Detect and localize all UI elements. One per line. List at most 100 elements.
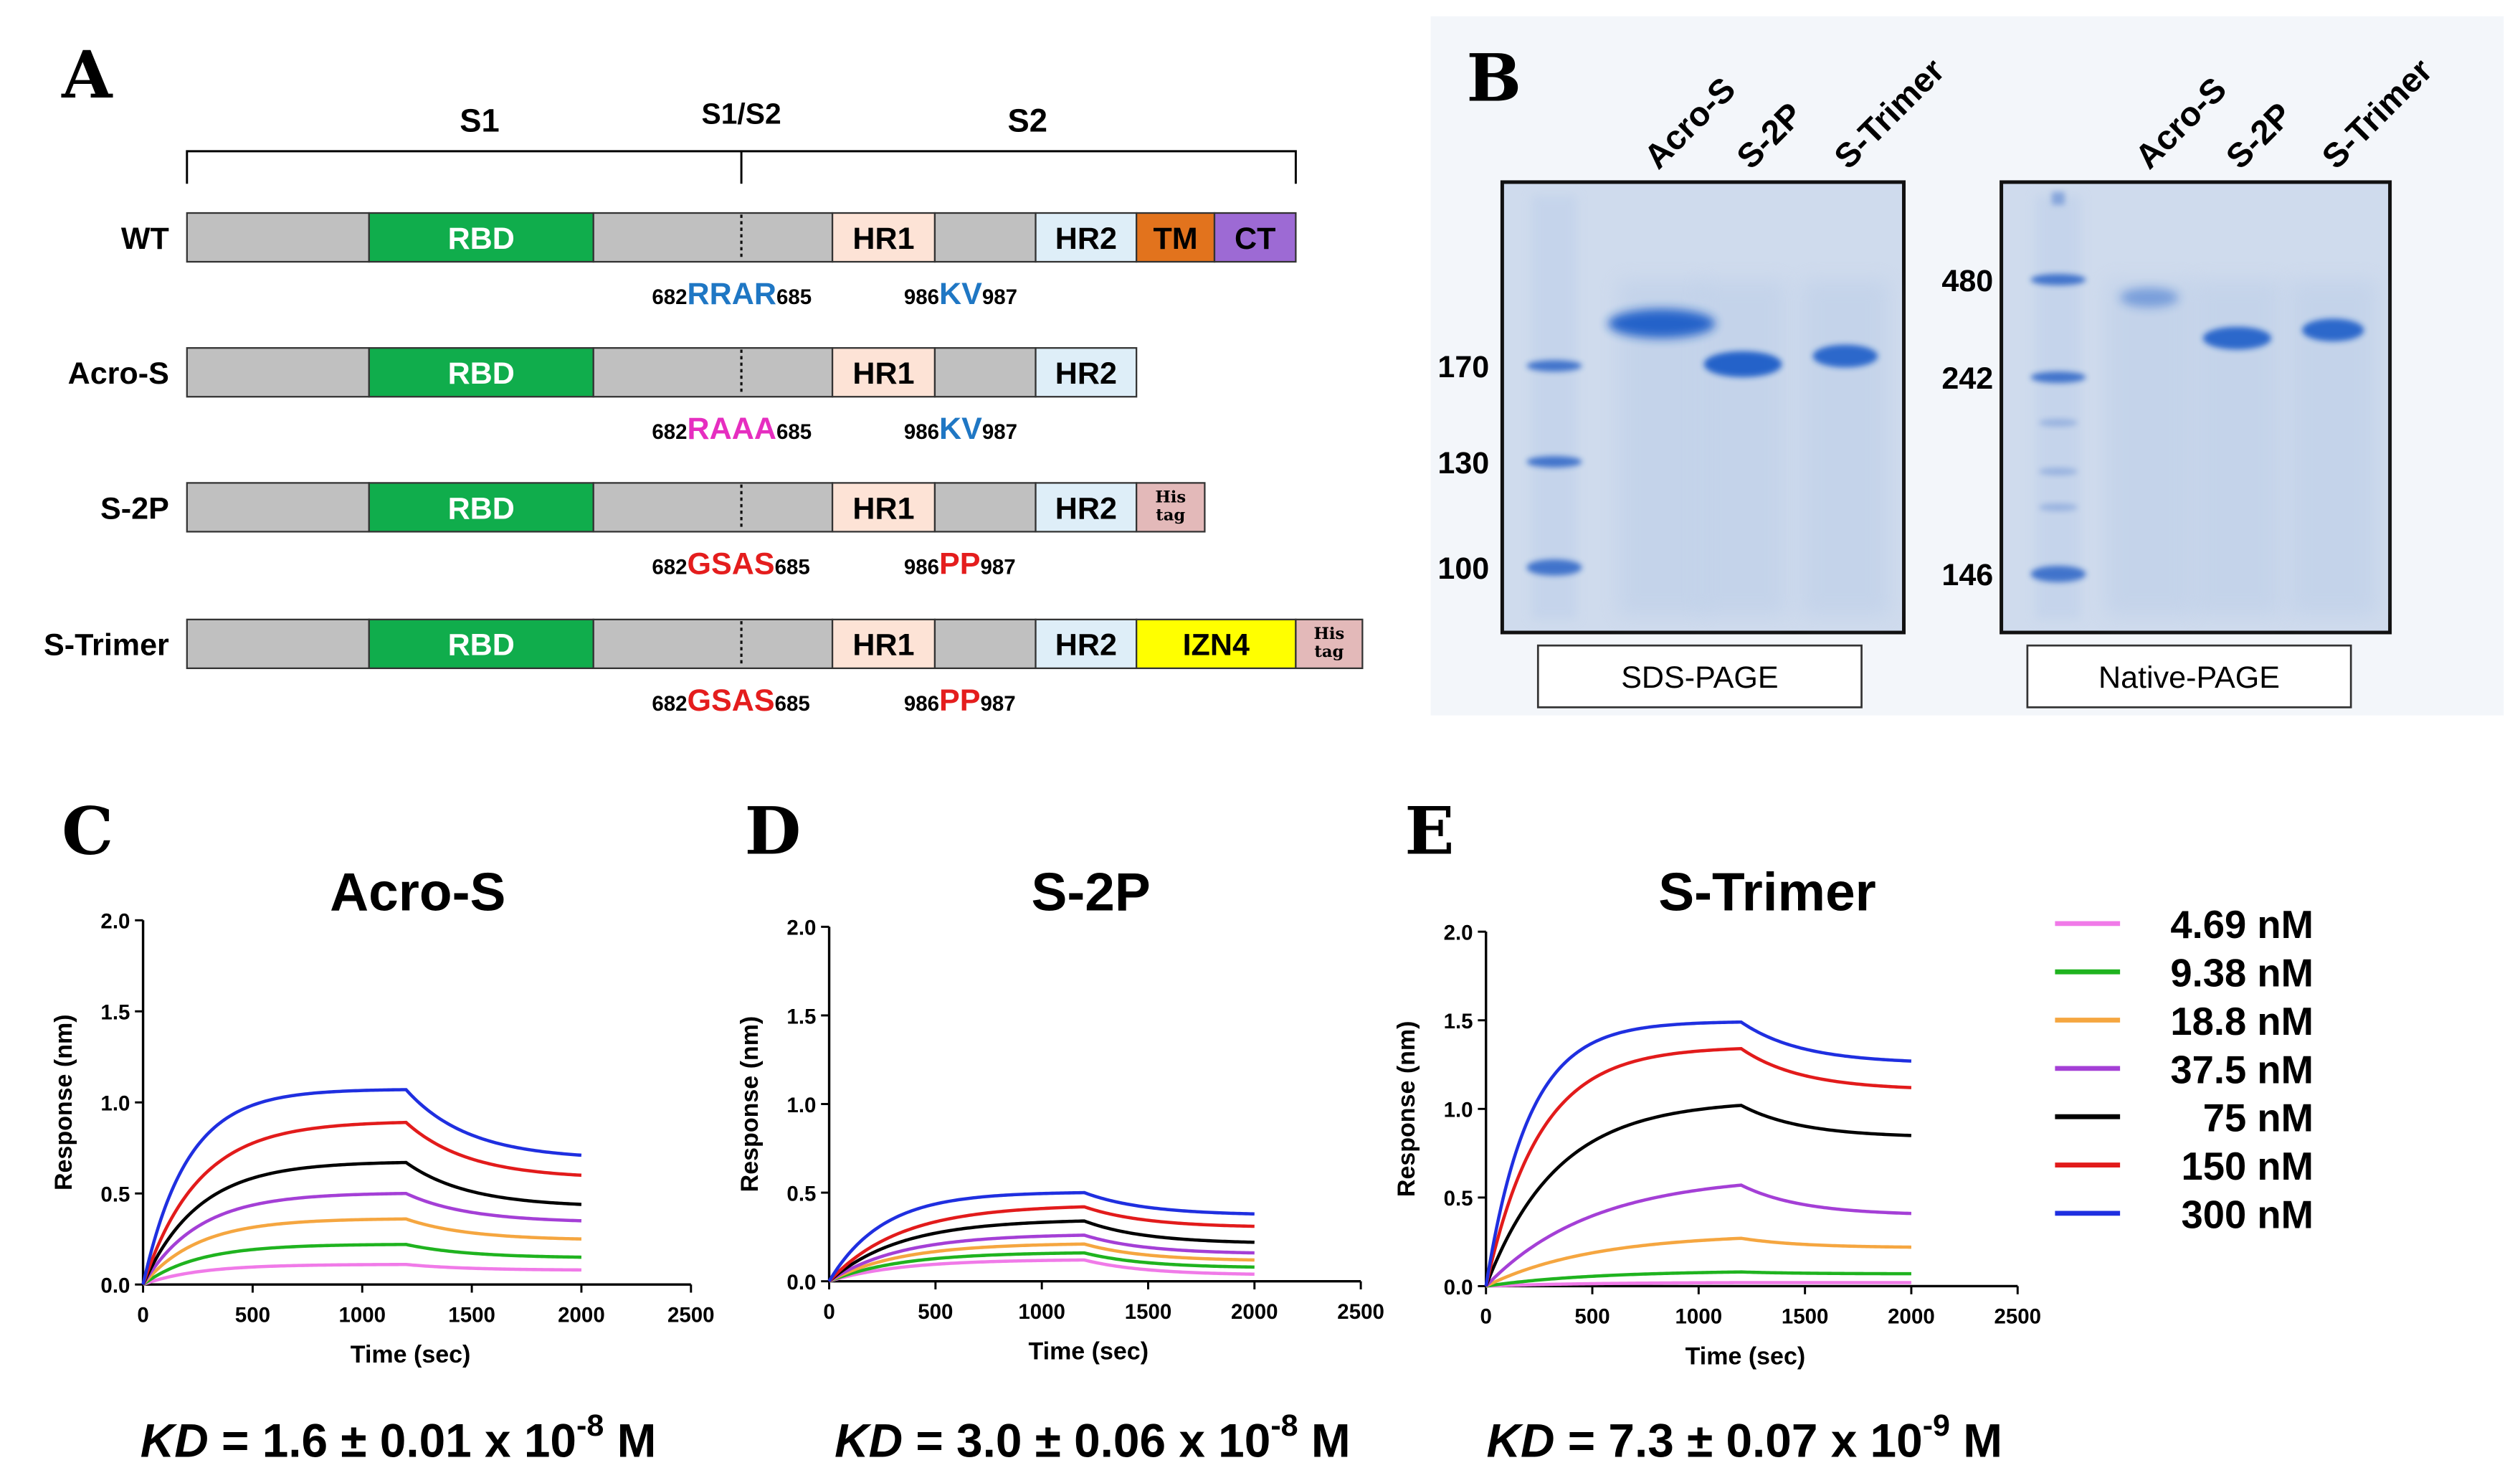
site-s1s2-sequence: 682GSAS685	[652, 683, 809, 718]
site-pre: 986	[904, 285, 939, 309]
series-line-4-69-nM	[828, 1258, 1255, 1283]
domain-box	[831, 618, 936, 670]
y-tick-label: 1.0	[1444, 1099, 1473, 1122]
y-axis-title: Response (nm)	[736, 1016, 764, 1193]
site-motif: PP	[939, 683, 980, 718]
y-tick-label: 2.0	[100, 910, 130, 934]
series-line-9-38-nM	[828, 1251, 1255, 1283]
site-pre: 682	[652, 285, 687, 309]
domain-label: HR1	[852, 491, 914, 526]
y-tick-label: 2.0	[1444, 922, 1473, 945]
kd-exponent: -8	[576, 1408, 604, 1443]
site-motif: KV	[939, 277, 982, 311]
his-tag-line-2: tag	[1314, 643, 1344, 661]
construct-name: Acro-S	[68, 356, 169, 391]
marker-label: 146	[1941, 558, 1993, 592]
marker-label: 100	[1437, 551, 1489, 586]
site-pre: 682	[652, 420, 687, 444]
site-motif: GSAS	[688, 683, 775, 718]
marker-faint-band	[2038, 503, 2078, 512]
site-post: 685	[776, 420, 812, 444]
legend-label: 9.38 nM	[2170, 952, 2314, 995]
series-line-9-38-nM	[142, 1243, 581, 1287]
series-line-300-nM	[1484, 1020, 1912, 1287]
kd-value: KD = 3.0 ± 0.06 x 10-8 M	[835, 1408, 1351, 1467]
site-pre: 682	[652, 555, 687, 579]
region-s1s2-label: S1/S2	[702, 97, 781, 130]
site-motif: RRAR	[688, 277, 776, 311]
x-tick-label: 0	[1480, 1305, 1492, 1329]
x-tick-label: 1500	[1125, 1300, 1172, 1324]
x-tick-label: 500	[1574, 1305, 1610, 1329]
marker-band	[1526, 559, 1582, 576]
kd-symbol: KD	[1487, 1414, 1555, 1467]
lane-smear	[1801, 279, 1890, 617]
series-line-9-38-nM	[1485, 1270, 1911, 1288]
domain-box	[368, 347, 594, 398]
series-line-18-8-nM	[828, 1242, 1255, 1283]
gel-caption-box	[1536, 644, 1863, 709]
site-s1s2-sequence: 682RAAA685	[652, 412, 812, 446]
x-tick-label: 2000	[1231, 1300, 1278, 1324]
y-tick-label: 0.5	[786, 1182, 816, 1205]
domain-box	[592, 618, 834, 670]
region-s1-label: S1	[460, 103, 499, 139]
protein-band	[1703, 351, 1782, 378]
y-tick-label: 1.0	[786, 1094, 816, 1117]
domain-box	[1035, 482, 1138, 533]
domain-label: HR2	[1055, 222, 1117, 256]
series-line-150-nM	[827, 1205, 1255, 1283]
x-tick-label: 1000	[1018, 1300, 1065, 1324]
domain-box	[933, 212, 1037, 263]
x-tick-label: 1000	[1675, 1305, 1723, 1329]
series-line-150-nM	[1484, 1046, 1912, 1287]
domain-box	[1136, 212, 1216, 263]
domain-box	[933, 482, 1037, 533]
domain-label: HR1	[852, 222, 914, 256]
site-motif: KV	[939, 412, 982, 446]
y-tick-label: 1.5	[1444, 1010, 1473, 1033]
series-line-37-5-nM	[141, 1191, 582, 1286]
domain-label: HR2	[1055, 628, 1117, 663]
concentration-legend: 4.69 nM 9.38 nM 18.8 nM 37.5 nM 75 nM 150 nM 3…	[2055, 903, 2314, 1236]
y-tick-label: 1.0	[100, 1092, 130, 1116]
x-tick-label: 1500	[448, 1303, 495, 1327]
marker-lane-smear	[2035, 195, 2081, 620]
region-s2-label: S2	[1007, 103, 1047, 139]
series-line-18-8-nM	[1485, 1236, 1911, 1288]
site-s1s2-sequence: 682RRAR685	[652, 277, 812, 311]
series-line-37-5-nM	[828, 1233, 1255, 1283]
domain-label: HR2	[1055, 491, 1117, 526]
well-mark	[2051, 191, 2065, 205]
domain-box	[186, 212, 370, 263]
site-pre: 986	[904, 420, 939, 444]
chart-d: D S-2P 0.0 0.5 1.0 1.5 2.0 0 500 1000 1500 2000 2500…	[736, 793, 1384, 1467]
kd-symbol: KD	[835, 1414, 903, 1467]
series-line-4-69-nM	[1485, 1281, 1911, 1288]
x-axis-title: Time (sec)	[1028, 1337, 1149, 1365]
y-tick-label: 0.5	[1444, 1187, 1473, 1211]
marker-faint-band	[2038, 418, 2078, 427]
x-axis-title: Time (sec)	[351, 1341, 471, 1368]
site-pre: 986	[904, 555, 939, 579]
gel-caption: Native-PAGE	[2098, 660, 2280, 695]
construct-name: S-2P	[100, 491, 169, 526]
kd-value: KD = 1.6 ± 0.01 x 10-8 M	[141, 1408, 657, 1467]
panel-e-label: E	[1404, 793, 1454, 869]
chart-e: E S-Trimer 0.0 0.5 1.0 1.5 2.0 0 500 1000 1500 2000…	[1393, 793, 2041, 1467]
y-tick-label: 1.5	[100, 1001, 130, 1025]
site-pre: 986	[904, 692, 939, 716]
x-tick-label: 0	[137, 1303, 148, 1327]
his-tag-line-1: His	[1313, 625, 1344, 643]
protein-band	[1607, 308, 1716, 338]
marker-band	[1526, 360, 1582, 372]
legend-label: 37.5 nM	[2170, 1048, 2314, 1091]
domain-box	[831, 347, 936, 398]
site-post: 685	[775, 692, 810, 716]
construct-acro-s: Acro-S RBD HR1 HR2 682RAAA685 986KV987	[68, 347, 1138, 446]
domain-box	[592, 212, 834, 263]
domain-box	[592, 482, 834, 533]
construct-name: S-Trimer	[44, 628, 169, 663]
